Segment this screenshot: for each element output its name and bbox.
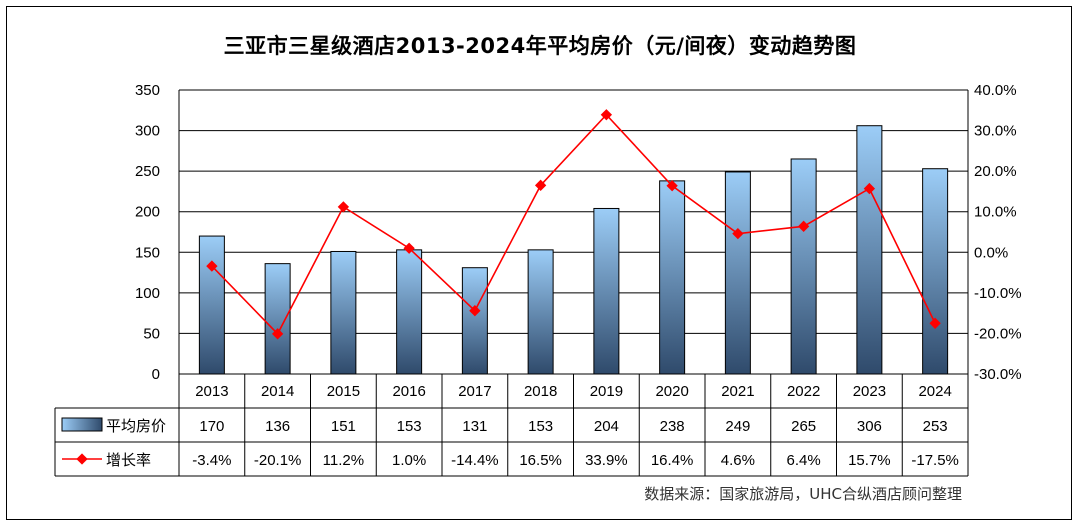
growth-value-label: 16.5% — [519, 452, 562, 469]
bar-value-label: 253 — [923, 418, 948, 435]
y-tick-left: 300 — [135, 123, 160, 140]
y-tick-right: -30.0% — [974, 366, 1022, 383]
category-label: 2020 — [655, 383, 688, 400]
y-tick-left: 50 — [143, 325, 160, 342]
category-label: 2024 — [918, 383, 951, 400]
y-tick-right: 10.0% — [974, 204, 1017, 221]
growth-point — [337, 201, 350, 213]
growth-point — [732, 227, 744, 240]
chart-title: 三亚市三星级酒店2013-2024年平均房价（元/间夜）变动趋势图 — [223, 34, 857, 58]
legend-bar-label: 平均房价 — [106, 417, 166, 435]
legend-line-label: 增长率 — [106, 451, 151, 469]
bar — [593, 207, 620, 375]
bar — [922, 168, 949, 375]
bar — [527, 249, 554, 375]
bar-value-label: 153 — [397, 418, 422, 435]
growth-value-label: 4.6% — [721, 452, 755, 469]
y-tick-right: 30.0% — [974, 123, 1017, 140]
category-label: 2022 — [787, 383, 820, 400]
bar — [856, 125, 883, 375]
y-tick-left: 150 — [135, 244, 160, 261]
growth-value-label: -17.5% — [911, 452, 959, 469]
growth-point — [666, 180, 678, 192]
y-tick-left: 100 — [135, 285, 160, 302]
growth-point — [929, 317, 941, 329]
growth-value-label: 33.9% — [585, 452, 628, 469]
bar — [198, 235, 225, 375]
bar-value-label: 306 — [857, 418, 882, 435]
growth-point — [206, 260, 218, 272]
bar-value-label: 238 — [660, 418, 685, 435]
bar — [396, 249, 423, 375]
y-tick-right: -10.0% — [974, 285, 1022, 302]
growth-point — [863, 182, 876, 195]
growth-value-label: -3.4% — [192, 452, 231, 469]
category-label: 2019 — [590, 383, 623, 400]
legend-line-marker — [76, 453, 88, 465]
growth-point — [534, 179, 547, 191]
y-tick-right: 40.0% — [974, 82, 1017, 99]
category-label: 2013 — [195, 383, 228, 400]
bar-value-label: 153 — [528, 418, 553, 435]
legend-bar-swatch — [61, 417, 103, 432]
growth-point — [271, 328, 284, 340]
growth-value-label: 11.2% — [323, 452, 364, 469]
growth-line — [211, 113, 936, 336]
growth-value-label: -14.4% — [451, 452, 499, 469]
y-tick-right: 0.0% — [974, 244, 1008, 261]
bar — [330, 250, 357, 375]
y-tick-left: 350 — [135, 82, 160, 99]
y-tick-right: -20.0% — [974, 325, 1022, 342]
bar — [461, 267, 488, 375]
bar — [724, 171, 751, 375]
category-label: 2016 — [392, 383, 425, 400]
category-label: 2021 — [721, 383, 754, 400]
bar — [790, 158, 817, 375]
source-note: 数据来源：国家旅游局，UHC合纵酒店顾问整理 — [644, 485, 962, 503]
y-tick-left: 200 — [135, 204, 160, 221]
growth-point — [469, 305, 481, 317]
category-label: 2018 — [524, 383, 557, 400]
y-tick-left: 0 — [152, 366, 160, 383]
growth-value-label: -20.1% — [254, 452, 302, 469]
category-label: 2014 — [261, 383, 294, 400]
category-label: 2023 — [853, 383, 886, 400]
growth-point — [403, 242, 415, 254]
bar-value-label: 249 — [725, 418, 750, 435]
bar — [264, 263, 291, 375]
bar-value-label: 131 — [462, 418, 487, 435]
growth-value-label: 16.4% — [651, 452, 694, 469]
growth-value-label: 6.4% — [787, 452, 821, 469]
growth-value-label: 1.0% — [392, 452, 426, 469]
bar-value-label: 265 — [791, 418, 816, 435]
growth-point — [797, 220, 810, 232]
bar — [659, 180, 686, 375]
category-label: 2015 — [327, 383, 360, 400]
bar-value-label: 170 — [199, 418, 224, 435]
y-tick-left: 250 — [135, 163, 160, 180]
y-tick-right: 20.0% — [974, 163, 1017, 180]
growth-value-label: 15.7% — [848, 452, 891, 469]
bar-value-label: 204 — [594, 418, 619, 435]
category-label: 2017 — [458, 383, 491, 400]
bar-value-label: 151 — [331, 418, 356, 435]
bar-value-label: 136 — [265, 418, 290, 435]
